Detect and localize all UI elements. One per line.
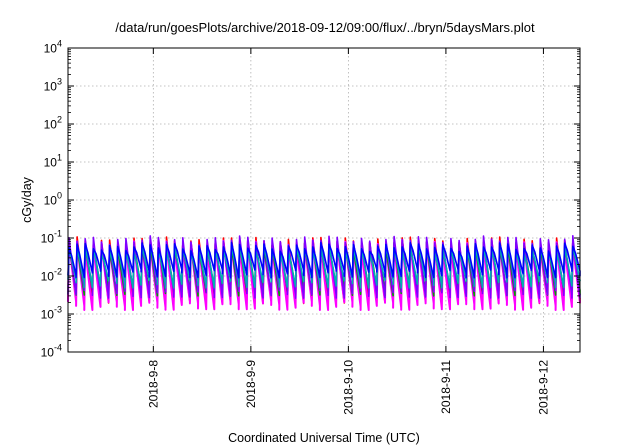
y-tick-label: 10-3 bbox=[41, 305, 62, 322]
series-layer bbox=[67, 235, 581, 311]
y-tick-label: 101 bbox=[44, 153, 62, 170]
y-tick-label: 102 bbox=[44, 115, 62, 132]
y-tick-label: 10-2 bbox=[41, 267, 62, 284]
y-tick-label: 104 bbox=[44, 39, 62, 56]
y-tick-label: 10-1 bbox=[41, 229, 62, 246]
y-axis-label: cGy/day bbox=[20, 176, 34, 223]
x-tick-label: 2018-9-10 bbox=[341, 360, 355, 415]
y-tick-label: 103 bbox=[44, 77, 62, 94]
y-axis: 10-4 10-3 10-2 10-1 100 101 102 103 104 bbox=[41, 39, 580, 360]
x-tick-label: 2018-9-11 bbox=[439, 360, 453, 414]
grid bbox=[68, 48, 580, 352]
x-tick-label: 2018-9-9 bbox=[244, 360, 258, 408]
y-tick-label: 100 bbox=[44, 191, 62, 208]
x-tick-label: 2018-9-12 bbox=[536, 360, 550, 415]
x-axis: 2018-9-8 2018-9-9 2018-9-10 2018-9-11 2018-9… bbox=[146, 48, 550, 415]
chart-title: /data/run/goesPlots/archive/2018-09-12/0… bbox=[115, 20, 535, 35]
x-tick-label: 2018-9-8 bbox=[146, 360, 160, 408]
x-axis-label: Coordinated Universal Time (UTC) bbox=[228, 431, 420, 445]
series-line bbox=[67, 241, 581, 279]
y-tick-label: 10-4 bbox=[41, 343, 62, 360]
